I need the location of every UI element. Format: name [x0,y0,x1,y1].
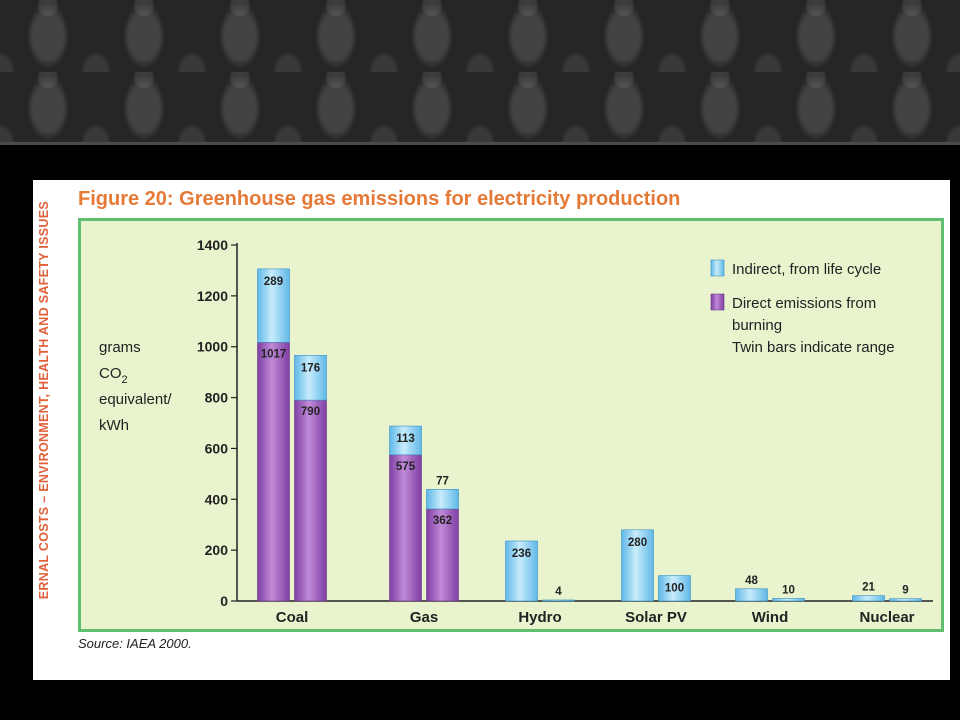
legend-swatch [710,259,725,277]
legend-label: Twin bars indicate range [732,339,895,356]
y-tick-label: 0 [220,593,228,609]
bar-direct [257,342,290,602]
bar-direct-label: 790 [301,406,320,418]
bar-indirect [542,599,575,602]
bar-indirect [505,540,538,602]
slide-image: ERNAL COSTS – ENVIRONMENT, HEALTH AND SA… [33,180,950,680]
y-axis-label: grams [99,339,141,356]
y-tick-label: 800 [205,390,229,406]
bar-indirect [389,425,422,456]
y-tick-label: 1400 [197,237,228,253]
y-tick-label: 200 [205,542,229,558]
y-axis-label: equivalent/ [99,391,172,408]
source-note: Source: IAEA 2000. [78,636,192,651]
bar-direct-label: 1017 [261,348,287,360]
bar-indirect [852,595,885,602]
decorative-banner [0,0,960,142]
bar-indirect [658,575,691,602]
bar-indirect [889,598,922,602]
x-category-label: Gas [410,609,438,626]
bar-indirect [621,529,654,602]
bar-indirect-label: 10 [782,584,795,596]
bar-direct-label: 575 [396,461,416,473]
bar-direct-label: 362 [433,515,452,527]
bar-direct [389,454,422,602]
y-axis-label: kWh [99,417,129,434]
bar-indirect [257,268,290,343]
legend-swatch [710,293,725,311]
bar-indirect-label: 280 [628,537,647,549]
bar-indirect-label: 77 [436,475,449,487]
chart-panel: 0 200 400 600 800 1000 1200 1400 grams CO2 equival… [78,218,944,632]
emissions-bar-chart: 0 200 400 600 800 1000 1200 1400 grams CO2 equival… [99,237,933,626]
bar-indirect [426,489,459,510]
legend-label: burning [732,317,782,334]
side-section-title: ERNAL COSTS – ENVIRONMENT, HEALTH AND SA… [37,201,51,600]
bar-indirect-label: 176 [301,362,320,374]
y-tick-label: 1000 [197,339,228,355]
legend-label: Direct emissions from [732,295,876,312]
bar-indirect-label: 48 [745,575,758,587]
x-category-label: Coal [276,609,309,626]
bar-indirect [294,355,327,401]
x-category-label: Nuclear [859,609,914,626]
x-category-label: Solar PV [625,609,687,626]
bar-indirect [772,598,805,602]
x-category-label: Wind [752,609,789,626]
bar-indirect-label: 100 [665,583,684,595]
bar-indirect [735,588,768,602]
bar-indirect-label: 289 [264,276,283,288]
bar-direct [426,508,459,602]
x-category-label: Hydro [518,609,561,626]
bar-indirect-label: 21 [862,582,875,594]
bar-direct [294,399,327,602]
figure-title: Figure 20: Greenhouse gas emissions for … [78,188,681,210]
bar-indirect-label: 4 [555,586,562,598]
y-tick-label: 1200 [197,288,228,304]
y-axis-label: CO2 [99,365,128,386]
y-tick-label: 400 [205,491,229,507]
legend-label: Indirect, from life cycle [732,261,881,278]
banner-divider [0,142,960,145]
bar-indirect-label: 9 [902,585,908,597]
bar-indirect-label: 236 [512,548,531,560]
y-tick-label: 600 [205,440,229,456]
bar-indirect-label: 113 [396,433,415,445]
